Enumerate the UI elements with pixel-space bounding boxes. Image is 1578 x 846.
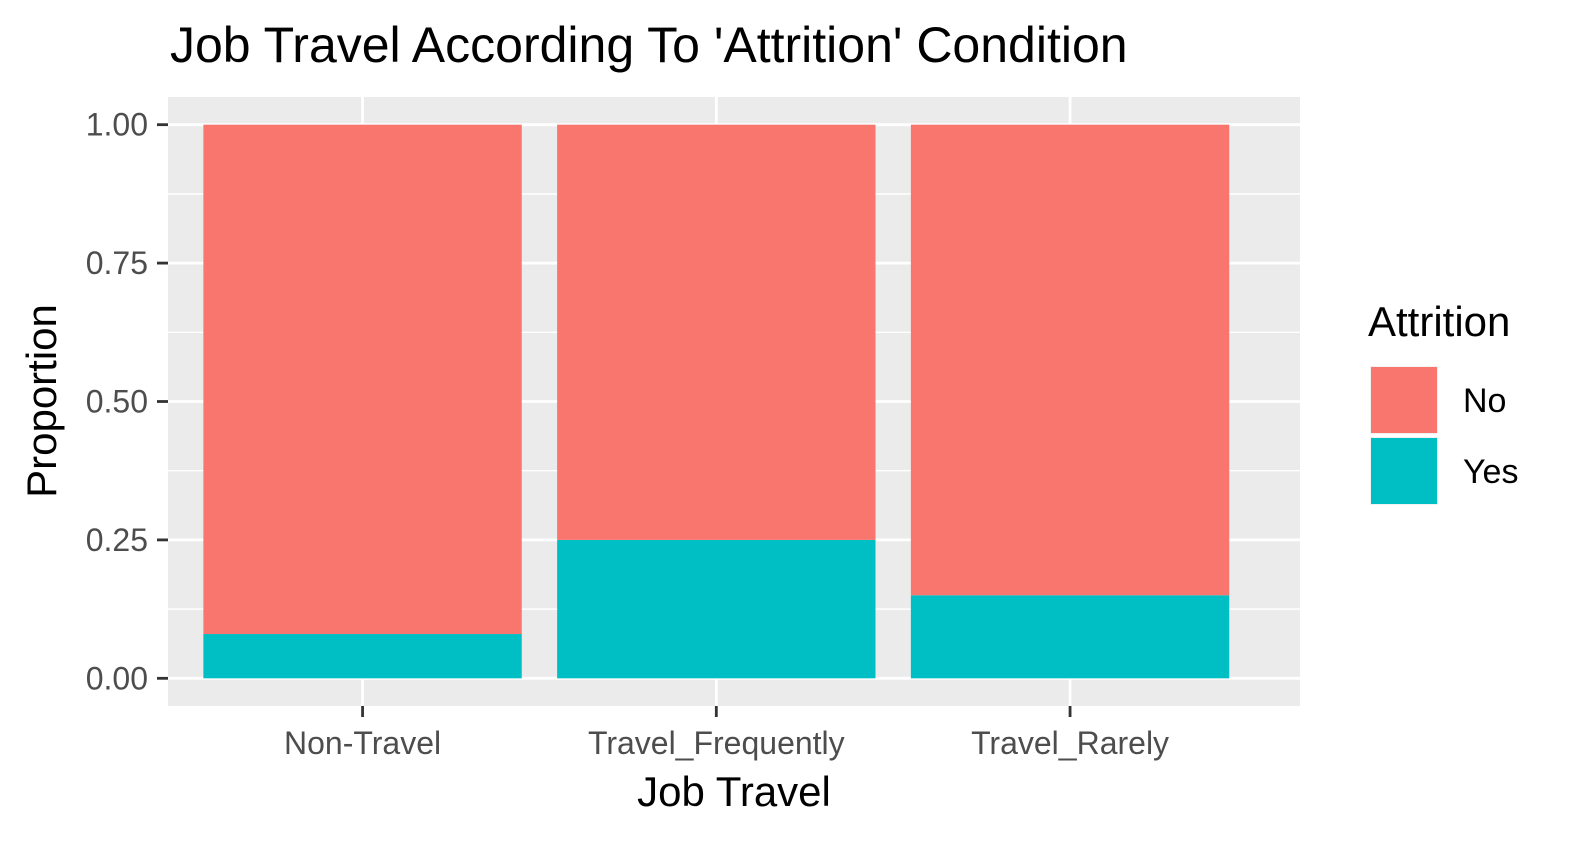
- y-tick-label: 0.50: [86, 384, 148, 420]
- x-tick-label: Travel_Frequently: [588, 725, 845, 761]
- bar-yes-travel-rarely: [910, 595, 1230, 679]
- y-tick-label: 0.25: [86, 522, 148, 558]
- y-tick-label: 0.75: [86, 245, 148, 281]
- x-tick-label: Travel_Rarely: [971, 725, 1169, 761]
- bar-yes-non-travel: [203, 634, 522, 679]
- bar-no-travel-rarely: [910, 124, 1230, 596]
- chart-title: Job Travel According To 'Attrition' Cond…: [170, 17, 1128, 73]
- bar-no-travel-frequently: [557, 124, 876, 540]
- legend-label-no: No: [1463, 382, 1506, 420]
- axes: 0.00 0.25 0.50 0.75 1.00 Non-Travel Travel_Fre…: [86, 107, 1169, 761]
- x-axis-title: Job Travel: [637, 768, 831, 815]
- x-tick-label: Non-Travel: [284, 725, 441, 761]
- legend-title: Attrition: [1368, 298, 1510, 345]
- bars: [203, 124, 1230, 679]
- legend-items: No Yes: [1370, 366, 1518, 505]
- y-axis-title: Proportion: [18, 304, 65, 498]
- legend-key-no: [1371, 367, 1437, 433]
- legend: Attrition No Yes: [1368, 298, 1518, 505]
- bar-yes-travel-frequently: [557, 539, 876, 679]
- y-tick-label: 0.00: [86, 660, 148, 696]
- legend-key-yes: [1371, 438, 1437, 504]
- bar-no-non-travel: [203, 124, 522, 635]
- legend-label-yes: Yes: [1463, 453, 1518, 491]
- y-tick-label: 1.00: [86, 107, 148, 143]
